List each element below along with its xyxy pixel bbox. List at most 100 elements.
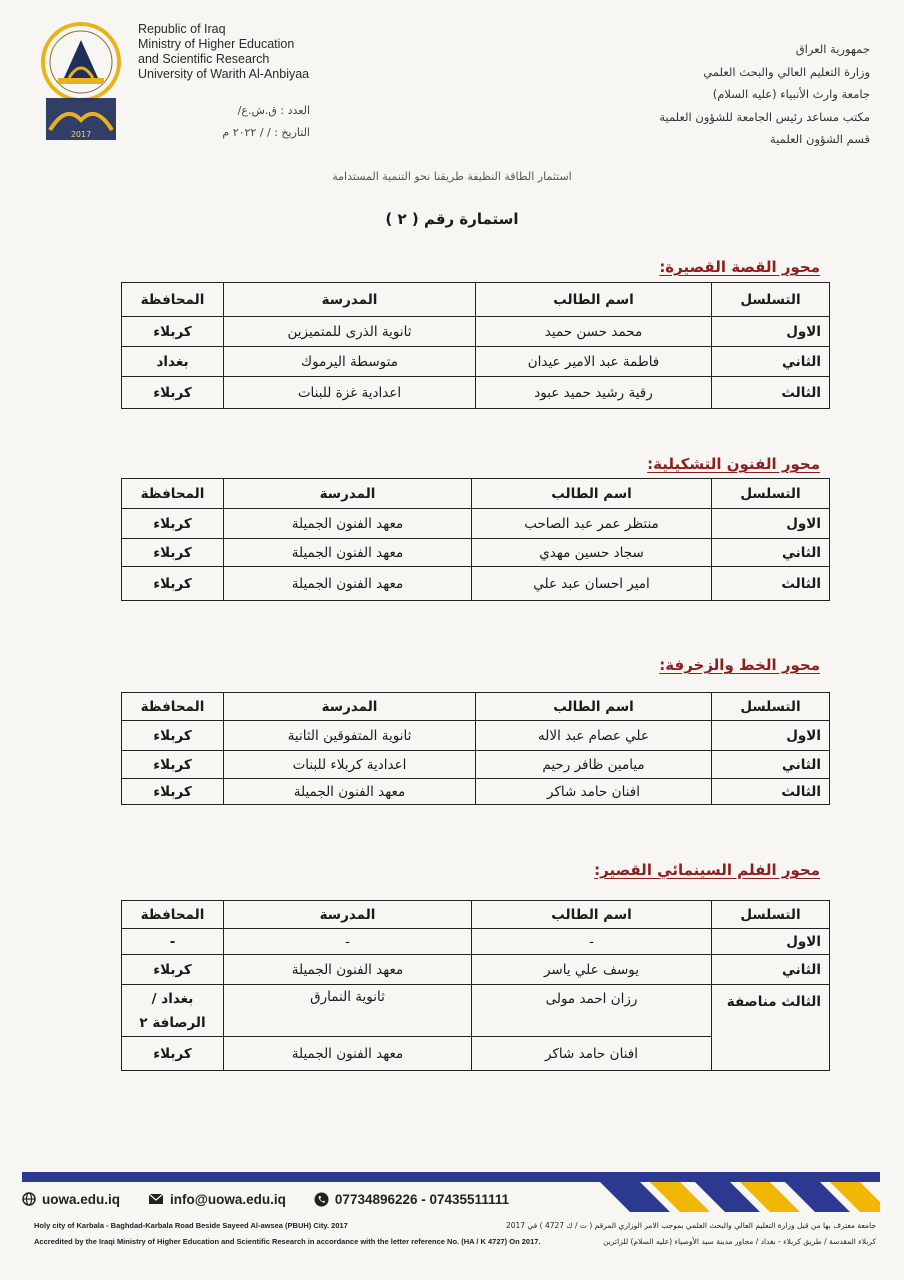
ar-line-country: جمهورية العراق (795, 42, 870, 56)
ar-line-department: قسم الشؤون العلمية (770, 132, 870, 146)
footer-note-en-2: Accredited by the Iraqi Ministry of High… (34, 1237, 541, 1246)
university-logo: 2017 (36, 20, 126, 145)
table-row: الثالث مناصفة رزان احمد مولى ثانوية النمار… (121, 984, 830, 1071)
col-school: المدرسة (223, 478, 472, 509)
cell-gov: كربلاء (121, 778, 224, 805)
form-title: استمارة رقم ( ٢ ) (385, 210, 519, 228)
number-value: ق.ش.ع/ (237, 104, 277, 117)
cell-gov: كربلاء (121, 508, 224, 539)
col-gov: المحافظة (121, 900, 224, 929)
col-name: اسم الطالب (475, 282, 712, 317)
ar-line-ministry: وزارة التعليم العالي والبحث العلمي (703, 64, 870, 79)
cell-gov: كربلاء (121, 720, 224, 751)
footer-note-2: Accredited by the Iraqi Ministry of High… (22, 1236, 880, 1248)
col-seq: التسلسل (711, 692, 830, 721)
cell-gov: بغداد (121, 346, 224, 377)
phone-contact[interactable]: 07734896226 - 07435511111 (314, 1192, 509, 1207)
cell-name: رزان احمد مولى (471, 984, 712, 1037)
website-contact[interactable]: uowa.edu.iq (22, 1192, 120, 1207)
cell-seq: الثالث (711, 566, 830, 601)
cell-school: اعدادية غزة للبنات (223, 376, 476, 409)
en-line-ministry-2: and Scientific Research (138, 52, 270, 66)
footer-note-ar-1: جامعة معترف بها من قبل وزارة التعليم الع… (505, 1221, 876, 1230)
cell-gov: كربلاء (121, 538, 224, 567)
cell-seq: الاول (711, 720, 830, 751)
cell-seq: الثالث (711, 376, 830, 409)
cell-seq: الثاني (711, 346, 830, 377)
email-link[interactable]: info@uowa.edu.iq (170, 1191, 286, 1207)
col-name: اسم الطالب (471, 478, 712, 509)
phone-numbers[interactable]: 07734896226 - 07435511111 (334, 1191, 510, 1207)
cell-name: افنان حامد شاكر (475, 778, 712, 805)
cell-school: - (223, 928, 472, 955)
cell-school: معهد الفنون الجميلة (223, 954, 472, 985)
table-fine-arts: التسلسل اسم الطالب المدرسة المحافظة الاول من… (121, 478, 830, 601)
section-title-calligraphy: محور الخط والزخرفة: (659, 656, 820, 674)
footer-note-1: Holy city of Karbala - Baghdad-Karbala R… (22, 1220, 880, 1232)
arabic-letterhead: جمهورية العراق وزارة التعليم العالي والب… (659, 38, 870, 151)
col-seq: التسلسل (711, 478, 830, 509)
ar-line-office: مكتب مساعد رئيس الجامعة للشؤون العلمية (659, 109, 870, 124)
table-row: الثالث رقية رشيد حميد عبود اعدادية غزة للب… (121, 376, 830, 409)
cell-school: متوسطة اليرموك (223, 346, 476, 377)
cell-gov: كربلاء (121, 316, 224, 347)
section-title-short-film: محور الفلم السينمائي القصير: (594, 861, 820, 879)
footer-note-ar-2: كربلاء المقدسة / طريق كربلاء - بغداد / م… (603, 1237, 876, 1246)
cell-name: محمد حسن حميد (475, 316, 712, 347)
cell-name: - (471, 928, 712, 955)
ar-line-university: جامعة وارث الأنبياء (عليه السلام) (712, 87, 870, 101)
col-school: المدرسة (223, 282, 476, 317)
cell-gov: كربلاء (121, 566, 224, 601)
cell-school: معهد الفنون الجميلة (223, 1036, 472, 1071)
table-row: الاول علي عصام عبد الاله ثانوية المتفوقين … (121, 720, 830, 751)
cell-name: علي عصام عبد الاله (475, 720, 712, 751)
footer-bar (22, 1172, 880, 1182)
table-row: افنان حامد شاكر معهد الفنون الجميلة كربلاء (121, 1036, 830, 1071)
en-line-university: University of Warith Al-Anbiyaa (138, 67, 310, 81)
cell-school: ثانوية المتفوقين الثانية (223, 720, 476, 751)
footer-stripes (600, 1182, 880, 1212)
date-value: / / ٢٠٢٢ م (222, 126, 271, 139)
cell-name: ميامين ظافر رحيم (475, 750, 712, 779)
cell-name: سجاد حسين مهدي (471, 538, 712, 567)
en-line-country: Republic of Iraq (138, 22, 226, 36)
cell-gov: كربلاء (121, 1036, 224, 1071)
table-short-film: التسلسل اسم الطالب المدرسة المحافظة الاول - -… (121, 900, 830, 1071)
cell-gov: كربلاء (121, 376, 224, 409)
table-row: الثاني يوسف علي ياسر معهد الفنون الجميلة كر… (121, 954, 830, 985)
col-school: المدرسة (223, 900, 472, 929)
website-link[interactable]: uowa.edu.iq (42, 1191, 121, 1207)
cell-name: منتظر عمر عبد الصاحب (471, 508, 712, 539)
cell-school: اعدادية كربلاء للبنات (223, 750, 476, 779)
table-calligraphy: التسلسل اسم الطالب المدرسة المحافظة الاول عل… (121, 692, 830, 805)
footer-note-en-1: Holy city of Karbala - Baghdad-Karbala R… (34, 1221, 348, 1230)
cell-gov: بغداد / الرصافة ٢ (121, 984, 224, 1037)
number-label: العدد : (280, 104, 310, 117)
cell-seq: الثالث مناصفة (711, 984, 830, 1071)
cell-school: ثانوية الذرى للمتميزين (223, 316, 476, 347)
cell-gov: كربلاء (121, 954, 224, 985)
cell-name: يوسف علي ياسر (471, 954, 712, 985)
cell-seq: الثاني (711, 750, 830, 779)
phone-icon (314, 1192, 329, 1206)
envelope-icon (148, 1193, 164, 1204)
en-line-ministry: Ministry of Higher Education (138, 37, 295, 51)
email-contact[interactable]: info@uowa.edu.iq (148, 1192, 286, 1207)
cell-name: فاطمة عبد الامير عيدان (475, 346, 712, 377)
cell-seq: الثالث (711, 778, 830, 805)
globe-icon (22, 1192, 36, 1206)
logo-year: 2017 (71, 130, 91, 139)
col-name: اسم الطالب (471, 900, 712, 929)
table-row: الثاني سجاد حسين مهدي معهد الفنون الجميلة ك… (121, 538, 830, 567)
cell-school: معهد الفنون الجميلة (223, 538, 472, 567)
table-row: الثاني فاطمة عبد الامير عيدان متوسطة اليرم… (121, 346, 830, 377)
col-gov: المحافظة (121, 692, 224, 721)
cell-school: معهد الفنون الجميلة (223, 566, 472, 601)
table-short-story: التسلسل اسم الطالب المدرسة المحافظة الاول مح… (121, 282, 830, 409)
table-row: الثاني ميامين ظافر رحيم اعدادية كربلاء للب… (121, 750, 830, 779)
cell-school: معهد الفنون الجميلة (223, 778, 476, 805)
cell-gov: - (121, 928, 224, 955)
col-seq: التسلسل (711, 900, 830, 929)
section-title-short-story: محور القصة القصيرة: (659, 258, 820, 276)
cell-name: افنان حامد شاكر (471, 1036, 712, 1071)
